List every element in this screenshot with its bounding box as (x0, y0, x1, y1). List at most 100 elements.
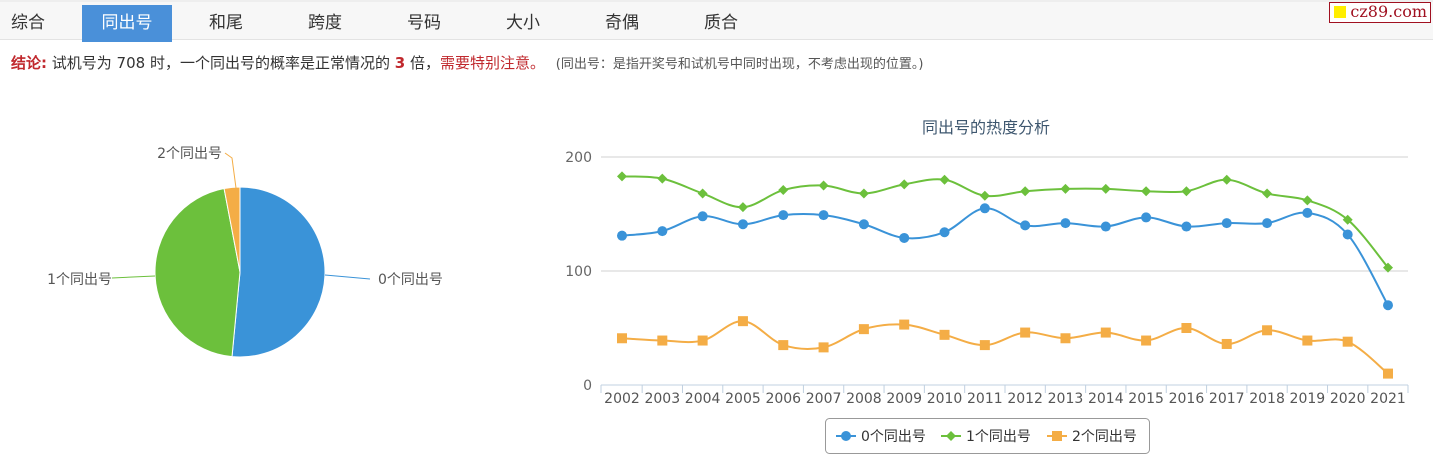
data-point (979, 203, 990, 214)
y-tick-label: 200 (565, 150, 592, 166)
pie-slice (231, 186, 326, 358)
data-point (979, 340, 990, 351)
legend-item[interactable]: 0个同出号 (861, 429, 926, 445)
legend-marker (841, 431, 851, 441)
data-point (1221, 218, 1232, 229)
tab-overall[interactable]: 综合 (11, 13, 45, 33)
data-point (617, 230, 627, 241)
x-tick-label: 2006 (765, 391, 801, 407)
data-point (1383, 262, 1393, 273)
data-point (1342, 229, 1353, 240)
x-tick-label: 2010 (927, 391, 963, 407)
data-point (697, 211, 708, 222)
data-point (1141, 335, 1152, 346)
x-tick-label: 2012 (1007, 391, 1043, 407)
x-tick-label: 2019 (1290, 391, 1326, 407)
data-point (1342, 336, 1353, 347)
data-point (1302, 335, 1313, 346)
tab-bar: 综合 同出号 和尾 跨度 号码 大小 奇偶 质合 (0, 0, 1433, 42)
tab-sum-tail[interactable]: 和尾 (209, 13, 243, 33)
data-point (657, 226, 668, 237)
tab-number[interactable]: 号码 (407, 13, 441, 33)
data-point (697, 188, 708, 199)
site-logo[interactable]: cz89.com (1329, 2, 1431, 23)
conclusion-note: (同出号：是指开奖号和试机号中同时出现，不考虑出现的位置。) (555, 57, 924, 72)
x-tick-label: 2017 (1209, 391, 1245, 407)
data-point (1181, 323, 1192, 333)
legend-item[interactable]: 2个同出号 (1072, 429, 1137, 445)
x-tick-label: 2016 (1169, 391, 1205, 407)
data-point (1181, 221, 1192, 232)
data-point (778, 210, 789, 221)
logo-square-icon (1334, 6, 1347, 18)
data-point (858, 188, 869, 199)
data-point (1383, 300, 1393, 311)
legend-marker (946, 431, 956, 441)
tab-span[interactable]: 跨度 (308, 13, 342, 33)
data-point (617, 171, 627, 182)
conclusion-suffix: 倍， (409, 54, 440, 72)
data-point (1020, 327, 1031, 338)
data-point (778, 340, 789, 351)
x-tick-label: 2018 (1249, 391, 1285, 407)
data-point (818, 180, 829, 191)
pie-chart: 0个同出号 1个同出号 2个同出号 (47, 146, 443, 358)
data-point (858, 219, 869, 230)
data-point (1100, 221, 1111, 232)
conclusion-multiple: 3 (394, 54, 406, 72)
logo-text: cz89.com (1350, 2, 1427, 21)
data-point (1262, 218, 1273, 229)
data-point (1141, 212, 1152, 223)
conclusion-prefix: 试机号为 708 时，一个同出号的概率是正常情况的 (51, 54, 390, 72)
data-point (737, 316, 748, 327)
pie-label-line (111, 275, 156, 279)
series-line (621, 207, 1389, 306)
data-point (697, 335, 708, 346)
data-point (1020, 186, 1031, 197)
data-point (1383, 368, 1393, 379)
data-point (1100, 183, 1111, 194)
conclusion-label: 结论: (11, 54, 47, 72)
tab-same-number[interactable]: 同出号 (82, 5, 172, 42)
data-point (1141, 186, 1152, 197)
data-point (1262, 325, 1273, 336)
conclusion-warning: 需要特别注意。 (439, 54, 545, 72)
series-line (621, 320, 1389, 375)
data-point (1060, 218, 1071, 229)
data-point (1060, 183, 1071, 194)
data-point (1302, 195, 1313, 206)
data-point (1181, 186, 1192, 197)
data-point (737, 202, 748, 213)
pie-slice (223, 186, 241, 273)
data-point (899, 179, 910, 190)
x-tick-label: 2007 (806, 391, 842, 407)
pie-label-line (324, 274, 371, 280)
pie-label-line (224, 152, 237, 189)
legend (825, 418, 1150, 454)
data-point (818, 342, 829, 353)
tab-odd-even[interactable]: 奇偶 (605, 13, 639, 33)
data-point (939, 174, 950, 185)
y-tick-label: 100 (565, 264, 592, 280)
data-point (1100, 327, 1111, 338)
data-point (737, 219, 748, 230)
data-point (1302, 207, 1313, 218)
data-point (939, 227, 950, 238)
data-point (858, 324, 869, 335)
x-tick-label: 2013 (1048, 391, 1084, 407)
data-point (1020, 220, 1031, 231)
data-point (1221, 338, 1232, 349)
legend-item[interactable]: 1个同出号 (966, 429, 1031, 445)
data-point (1262, 188, 1273, 199)
data-point (1060, 333, 1071, 344)
x-tick-label: 2003 (644, 391, 680, 407)
pie-label: 2个同出号 (157, 146, 222, 162)
x-tick-label: 2020 (1330, 391, 1366, 407)
tab-prime-composite[interactable]: 质合 (704, 13, 738, 33)
tab-size[interactable]: 大小 (506, 13, 540, 33)
data-point (657, 173, 668, 184)
x-tick-label: 2008 (846, 391, 882, 407)
data-point (1221, 174, 1232, 185)
x-tick-label: 2004 (685, 391, 721, 407)
